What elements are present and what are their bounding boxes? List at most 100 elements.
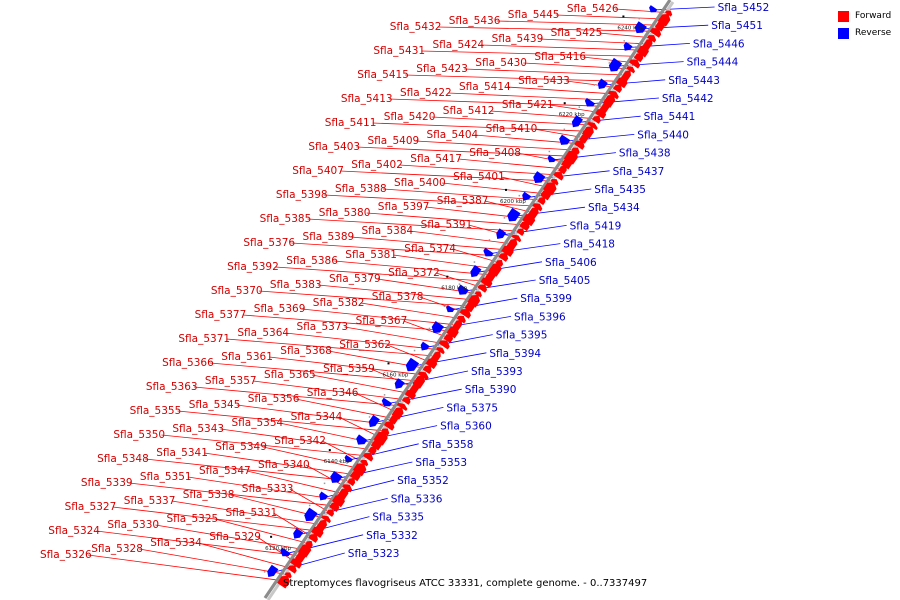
gene-label-forward: Sfla_5343: [172, 423, 224, 435]
leader-line-forward: [307, 218, 520, 232]
gene-label-forward: Sfla_5378: [372, 291, 424, 303]
gene-label-reverse: Sfla_5393: [471, 366, 523, 378]
leader-line-forward: [177, 410, 385, 432]
leader-line-forward: [421, 50, 638, 57]
leader-line-forward: [187, 476, 338, 500]
leader-line-forward: [388, 98, 604, 107]
reverse-gene-sfla-5390: [381, 397, 393, 407]
gene-label-forward: Sfla_5439: [492, 33, 544, 45]
leader-line-forward: [387, 344, 431, 363]
forward-gene-sfla-5433: [613, 84, 622, 94]
forward-gene-sfla-5417: [558, 164, 567, 175]
gene-label-forward: Sfla_5417: [410, 153, 462, 165]
leader-line-forward: [226, 338, 435, 357]
gene-label-reverse: Sfla_5442: [662, 93, 714, 105]
leader-line-forward: [360, 302, 461, 319]
leader-line-forward: [598, 32, 651, 38]
gene-label-forward: Sfla_5387: [437, 195, 489, 207]
gene-label-reverse: Sfla_5405: [539, 275, 591, 287]
leader-line-forward: [435, 272, 482, 288]
leader-line-forward: [539, 38, 647, 45]
gene-label-forward: Sfla_5356: [248, 393, 300, 405]
gene-label-forward: Sfla_5345: [189, 399, 241, 411]
axis-dot: [398, 372, 401, 374]
axis-dot: [593, 84, 596, 86]
gene-label-forward: Sfla_5327: [65, 501, 117, 513]
reverse-gene-sfla-5437: [533, 171, 546, 184]
forward-gene-sfla-5367: [443, 333, 453, 344]
gene-label-forward: Sfla_5368: [280, 345, 332, 357]
gene-label-forward: Sfla_5348: [97, 453, 149, 465]
leader-line-forward: [447, 92, 609, 101]
gene-label-reverse: Sfla_5451: [711, 20, 763, 32]
leader-line-forward: [204, 452, 355, 475]
gene-label-forward: Sfla_5431: [373, 45, 425, 57]
gene-label-forward: Sfla_5401: [453, 171, 505, 183]
gene-label-forward: Sfla_5365: [264, 369, 316, 381]
forward-gene-sfla-5379: [474, 291, 482, 298]
gene-label-forward: Sfla_5366: [162, 357, 214, 369]
leader-line-forward: [285, 332, 440, 351]
forward-gene-sfla-5373: [438, 340, 450, 350]
gene-label-reverse: Sfla_5438: [619, 148, 671, 160]
forward-gene-sfla-5357: [401, 396, 411, 405]
forward-gene-sfla-5372: [477, 284, 488, 293]
gene-label-forward: Sfla_5420: [384, 111, 436, 123]
gene-label-forward: Sfla_5400: [394, 177, 446, 189]
forward-gene-sfla-5388: [537, 196, 546, 206]
leader-line-forward: [517, 152, 566, 163]
leader-line-forward: [87, 554, 283, 582]
gene-label-reverse: Sfla_5358: [422, 439, 474, 451]
gene-label-reverse: Sfla_5395: [496, 330, 548, 342]
forward-gene-sfla-5376: [498, 252, 509, 262]
gene-label-reverse: Sfla_5399: [520, 293, 572, 305]
tick-mark: [270, 535, 273, 538]
reverse-gene-sfla-5452: [649, 5, 658, 13]
forward-gene-sfla-5402: [553, 172, 564, 181]
gene-label-forward: Sfla_5410: [486, 123, 538, 135]
forward-gene-sfla-5348: [347, 477, 356, 487]
reverse-gene-sfla-5440: [559, 134, 571, 145]
gene-label-forward: Sfla_5391: [421, 219, 473, 231]
leader-line-forward: [291, 242, 503, 257]
leader-line-forward: [409, 230, 511, 244]
axis-dot: [278, 549, 281, 551]
leader-line-forward: [354, 392, 397, 413]
forward-gene-sfla-5400: [540, 189, 551, 201]
reverse-gene-sfla-5442: [584, 97, 596, 107]
gene-label-forward: Sfla_5363: [146, 381, 198, 393]
leader-line-forward: [549, 104, 600, 113]
axis-dot: [563, 128, 566, 131]
leader-line-forward: [419, 296, 465, 313]
reverse-gene-sfla-5418: [483, 247, 494, 257]
leader-line-forward: [128, 482, 334, 507]
reverse-gene-sfla-5393: [394, 378, 405, 389]
forward-gene-sfla-5421: [595, 108, 607, 120]
forward-gene-sfla-5334: [287, 565, 297, 574]
leader-line-forward: [403, 320, 448, 338]
forward-gene-sfla-5424: [636, 45, 649, 58]
legend-item-reverse: Reverse: [838, 26, 891, 40]
gene-label-forward: Sfla_5346: [307, 387, 359, 399]
reverse-gene-sfla-5438: [547, 155, 556, 163]
forward-gene-sfla-5412: [592, 115, 601, 124]
forward-gene-sfla-5327: [311, 526, 324, 539]
gene-label-forward: Sfla_5389: [303, 231, 355, 243]
gene-label-forward: Sfla_5422: [400, 87, 452, 99]
gene-label-reverse: Sfla_5375: [446, 402, 498, 414]
forward-gene-sfla-5397: [522, 214, 536, 227]
forward-gene-sfla-5377: [446, 326, 459, 339]
reverse-gene-sfla-5353: [330, 470, 343, 483]
forward-gene-sfla-5331: [308, 533, 318, 543]
leader-line-forward: [356, 146, 571, 157]
gene-label-reverse: Sfla_5323: [348, 548, 400, 560]
gene-label-forward: Sfla_5430: [475, 57, 527, 69]
leader-line-forward: [155, 524, 304, 550]
leader-line-forward: [464, 68, 626, 76]
leader-line-forward: [431, 116, 592, 126]
leader-line-forward: [161, 434, 368, 457]
leader-line-forward: [338, 416, 380, 438]
leader-line-forward: [145, 458, 351, 482]
tick-mark: [328, 449, 331, 452]
